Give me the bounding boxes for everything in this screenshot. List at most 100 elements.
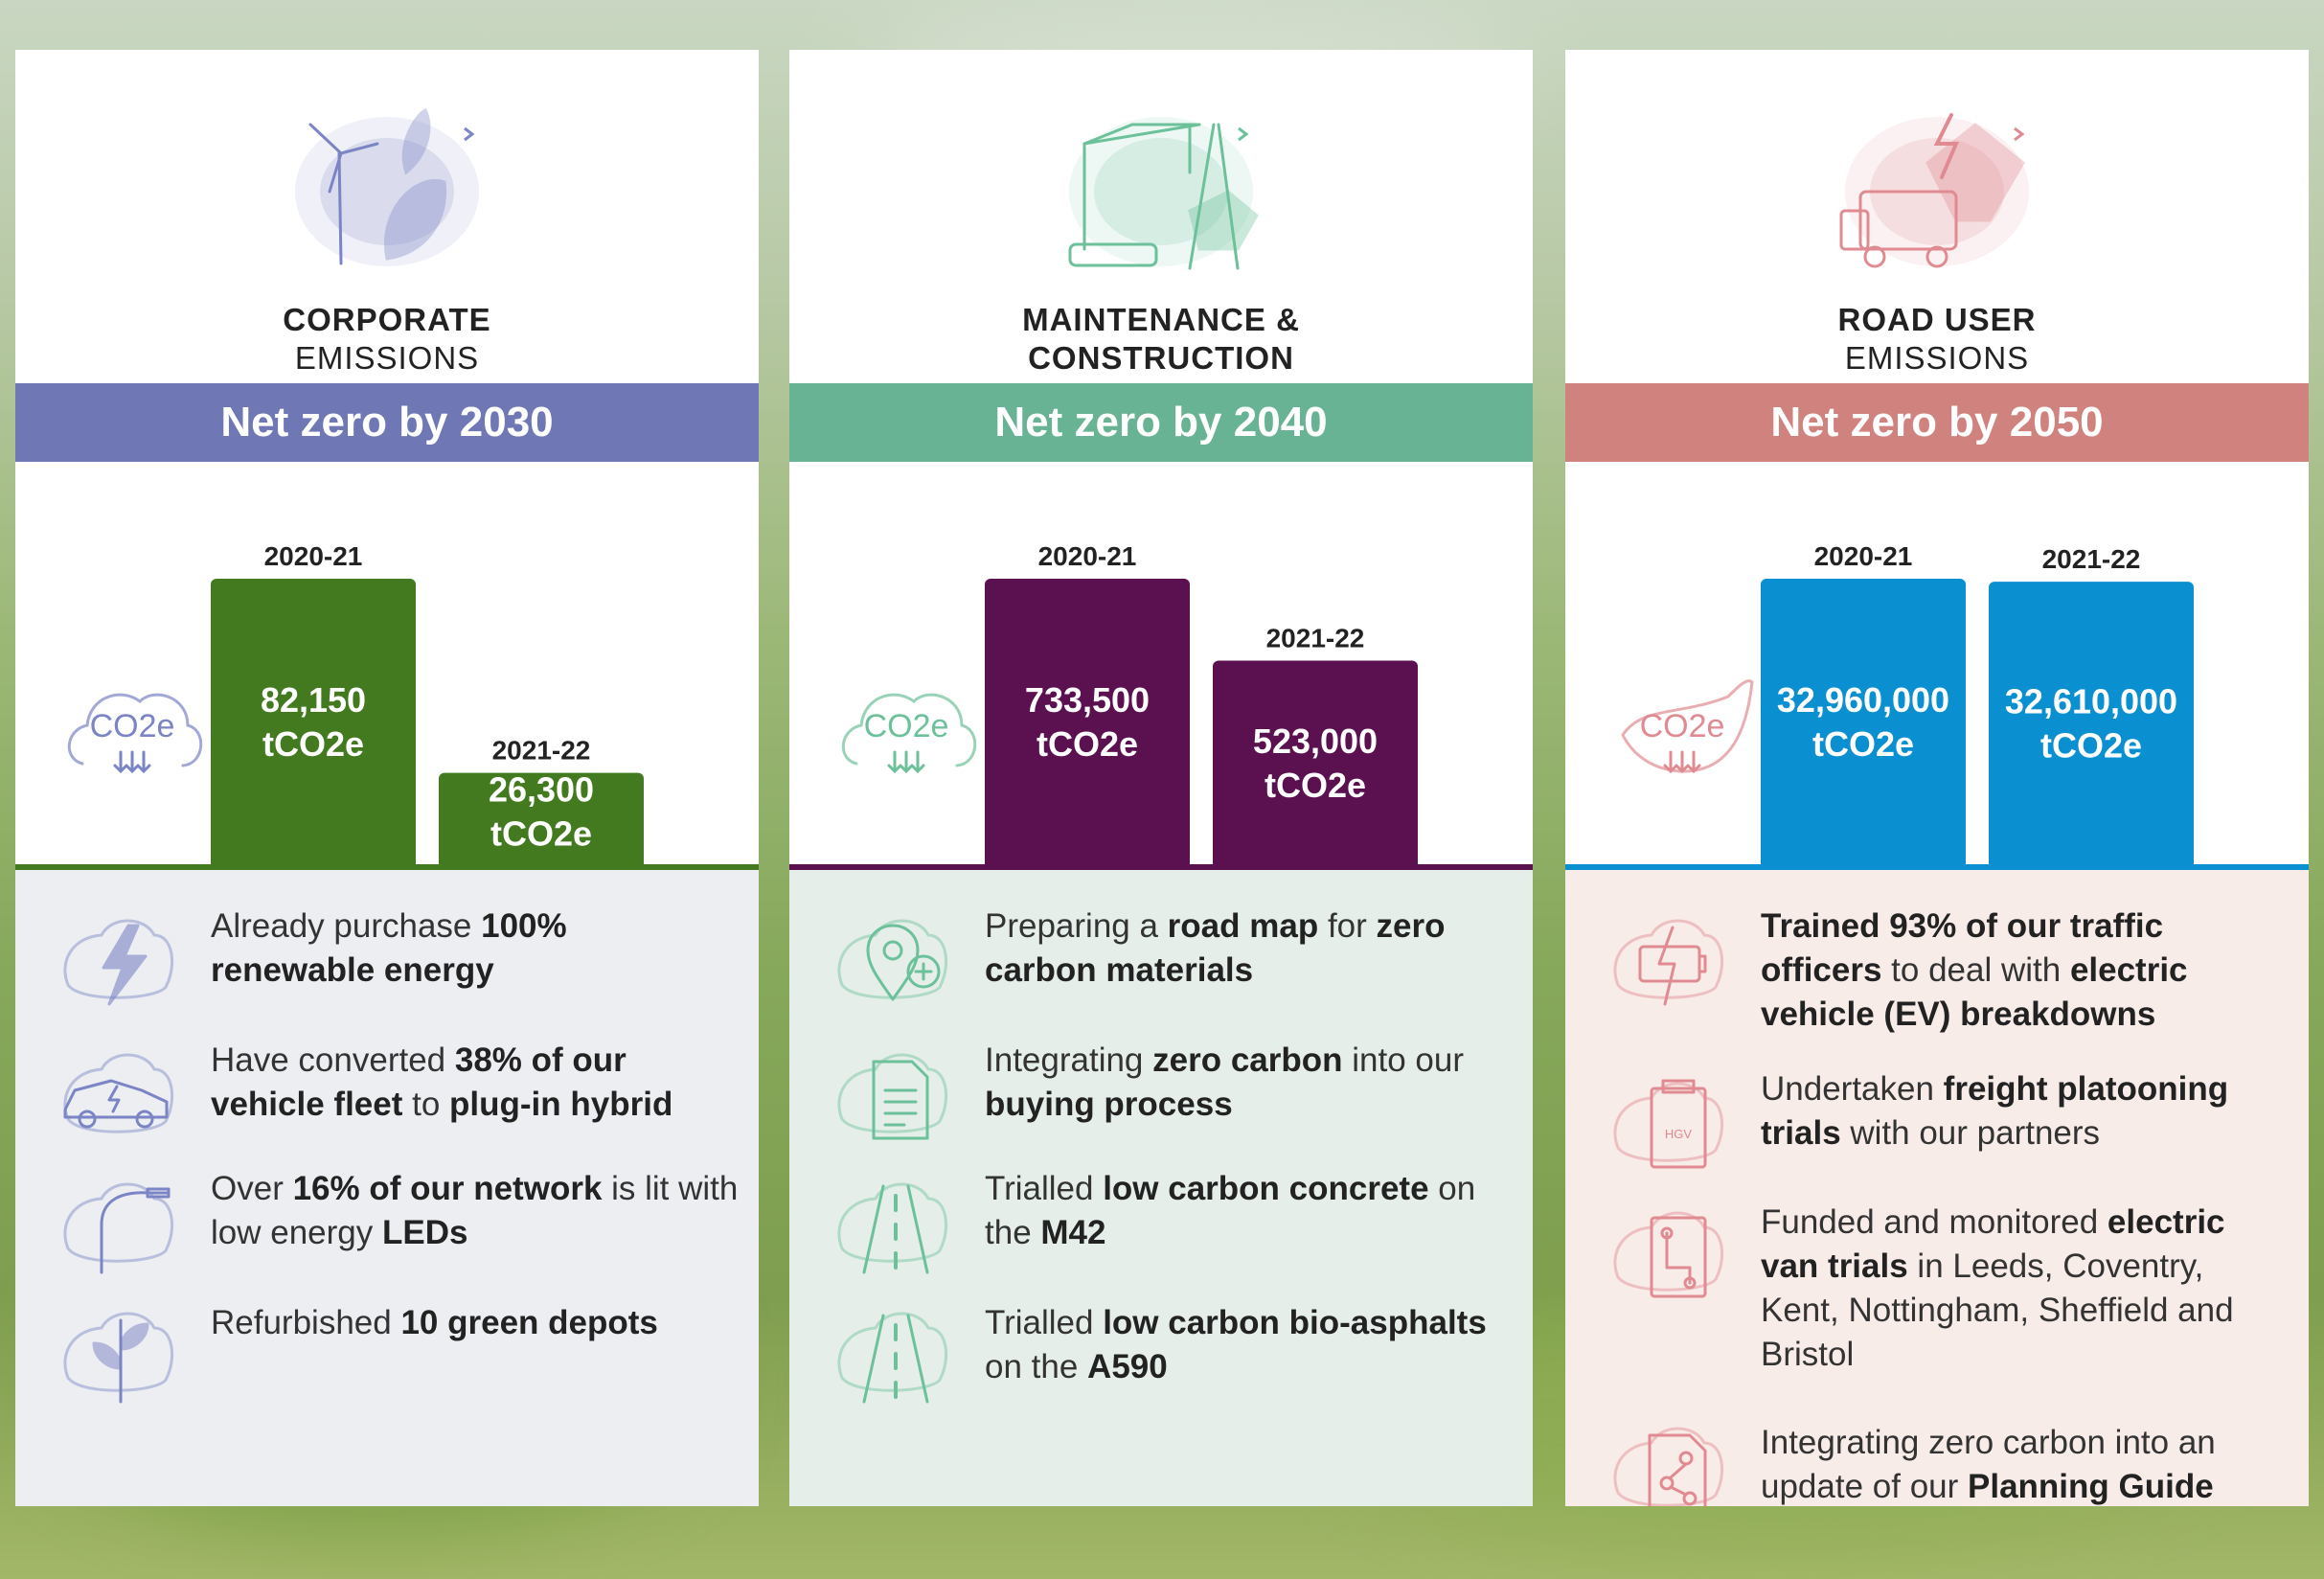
- body-text: Trialled: [985, 1170, 1104, 1207]
- bar-category-label: 2020-21: [1814, 541, 1913, 571]
- actions-list: Already purchase 100% renewable energy Ha…: [15, 870, 759, 1506]
- body-text: for: [1318, 907, 1377, 945]
- body-text: into our: [1342, 1041, 1464, 1079]
- co2-cloud-icon: CO2e: [841, 693, 977, 774]
- emissions-panel: MAINTENANCE &CONSTRUCTIONEMISSIONSNet ze…: [789, 50, 1533, 1506]
- highlight-text: 10 green depots: [400, 1304, 658, 1341]
- emissions-chart: CO2e 2020-21 32,960,000 tCO2e 2021-22 32,610,…: [1565, 462, 2309, 868]
- co2-label: CO2e: [1640, 708, 1725, 744]
- plant-icon: [54, 1301, 178, 1407]
- net-zero-target: Net zero by 2050: [1565, 383, 2309, 462]
- bar-unit-label: tCO2e: [1265, 766, 1366, 805]
- body-text: Integrating zero carbon into an update o…: [1761, 1424, 2216, 1505]
- highlight-text: buying process: [985, 1086, 1233, 1123]
- panel-title-line: CONSTRUCTION: [1028, 340, 1294, 376]
- highlight-text: electric van trials: [1761, 1203, 2225, 1285]
- panel-header: ROAD USER EMISSIONS: [1565, 50, 2309, 383]
- body-text: with our partners: [1840, 1114, 2101, 1152]
- wind-turbine-leaf-icon: [272, 86, 502, 278]
- list-item-text: Preparing a road map for zero carbon mat…: [985, 904, 1514, 993]
- electric-car-icon: [54, 1042, 178, 1148]
- highlight-text: A590: [1087, 1348, 1168, 1385]
- highlight-text: road map: [1167, 907, 1319, 945]
- body-text: Preparing a: [985, 907, 1168, 945]
- panel-header: MAINTENANCE &CONSTRUCTIONEMISSIONS: [789, 50, 1533, 414]
- bar-unit-label: tCO2e: [1812, 724, 1914, 764]
- list-item-text: Undertaken freight platooning trials wit…: [1761, 1067, 2290, 1156]
- list-item-text: Already purchase 100% renewable energy: [211, 904, 740, 993]
- bar-unit-label: tCO2e: [2040, 726, 2142, 766]
- bar-value-label: 82,150: [261, 680, 366, 720]
- bar: [1761, 579, 1966, 868]
- bar-value-label: 32,610,000: [2005, 682, 2177, 721]
- body-text: Integrating: [985, 1041, 1153, 1079]
- bar-category-label: 2021-22: [2042, 544, 2141, 574]
- body-text: Refurbished: [211, 1304, 401, 1341]
- svg-text:HGV: HGV: [1665, 1127, 1693, 1141]
- co2-cloud-icon: CO2e: [67, 693, 203, 774]
- bar-category-label: 2021-22: [492, 736, 591, 766]
- list-item-text: Refurbished 10 green depots: [211, 1301, 740, 1345]
- body-text: Have converted: [211, 1041, 455, 1079]
- highlight-text: Trained 93% of our traffic officers: [1761, 907, 2164, 989]
- body-text: Undertaken: [1761, 1070, 1944, 1108]
- list-item-text: Integrating zero carbon into our buying …: [985, 1039, 1514, 1127]
- bar: [439, 772, 644, 868]
- road-icon: [828, 1172, 952, 1277]
- co2-label: CO2e: [864, 708, 949, 744]
- panel-title-line: MAINTENANCE &: [1022, 302, 1300, 337]
- body-text: in Leeds, Coventry, Kent, Nottingham, Sh…: [1761, 1247, 2234, 1373]
- planning-guide-icon: [1604, 1416, 1728, 1506]
- highlight-text: 100% renewable energy: [211, 907, 567, 989]
- street-light-icon: [54, 1172, 178, 1277]
- highlight-text: zero carbon materials: [985, 907, 1446, 989]
- panel-title: ROAD USER EMISSIONS: [1565, 301, 2309, 378]
- bar-unit-label: tCO2e: [490, 814, 592, 854]
- electric-van-icon: [1604, 1201, 1728, 1306]
- truck-lightning-icon: [1822, 86, 2052, 278]
- panel-title: CORPORATE EMISSIONS: [15, 301, 759, 378]
- panel-title-line: ROAD USER: [1837, 302, 2037, 337]
- panel-title-line: EMISSIONS: [294, 340, 480, 376]
- lightning-leaf-icon: [54, 908, 178, 1014]
- bar-unit-label: tCO2e: [1037, 724, 1138, 764]
- net-zero-target: Net zero by 2040: [789, 383, 1533, 462]
- document-icon: [828, 1042, 952, 1148]
- list-item-text: Trained 93% of our traffic officers to d…: [1761, 904, 2290, 1037]
- list-item-text: Over 16% of our network is lit with low …: [211, 1167, 740, 1255]
- bar: [1989, 582, 2194, 868]
- body-text: to: [402, 1086, 450, 1123]
- body-text: on the: [985, 1348, 1088, 1385]
- list-item-text: Integrating zero carbon into an update o…: [1761, 1421, 2290, 1506]
- road-icon: [828, 1301, 952, 1407]
- chart-baseline: [15, 864, 759, 870]
- emissions-chart: CO2e 2020-21 733,500 tCO2e 2021-22 523,000 tCO…: [789, 462, 1533, 868]
- highlight-text: plug-in hybrid: [449, 1086, 673, 1123]
- emissions-panel: ROAD USER EMISSIONS Net zero by 2050 CO2e 20…: [1565, 50, 2309, 1506]
- highlight-text: low carbon concrete: [1103, 1170, 1429, 1207]
- body-text: on the: [985, 1170, 1476, 1251]
- bar-chart: CO2e2020-2132,960,000tCO2e2021-2232,610,…: [1621, 541, 2194, 868]
- highlight-text: 38% of our vehicle fleet: [211, 1041, 627, 1123]
- map-pin-plus-icon: [828, 908, 952, 1014]
- actions-list: Preparing a road map for zero carbon mat…: [789, 870, 1533, 1506]
- bar: [1213, 660, 1418, 868]
- body-text: Already purchase: [211, 907, 482, 945]
- bar-chart: CO2e2020-21733,500tCO2e2021-22523,000tCO…: [841, 541, 1418, 868]
- chart-baseline: [789, 864, 1533, 870]
- highlight-text: zero carbon: [1152, 1041, 1343, 1079]
- crane-road-icon: [1046, 86, 1276, 278]
- highlight-text: freight platooning trials: [1761, 1070, 2229, 1152]
- list-item-text: Have converted 38% of our vehicle fleet …: [211, 1039, 740, 1127]
- co2-label: CO2e: [90, 708, 175, 744]
- hgv-truck-icon: HGV: [1604, 1071, 1728, 1177]
- bar-unit-label: tCO2e: [262, 724, 364, 764]
- bar-value-label: 733,500: [1025, 680, 1150, 720]
- co2-leaf-icon: CO2e: [1621, 679, 1754, 774]
- list-item-text: Trialled low carbon bio-asphalts on the …: [985, 1301, 1514, 1389]
- bar-category-label: 2020-21: [1038, 541, 1137, 571]
- highlight-text: LEDs: [381, 1214, 468, 1251]
- body-text: is lit with low energy: [211, 1170, 739, 1251]
- body-text: to deal with: [1881, 951, 2070, 989]
- bar-value-label: 32,960,000: [1777, 680, 1949, 720]
